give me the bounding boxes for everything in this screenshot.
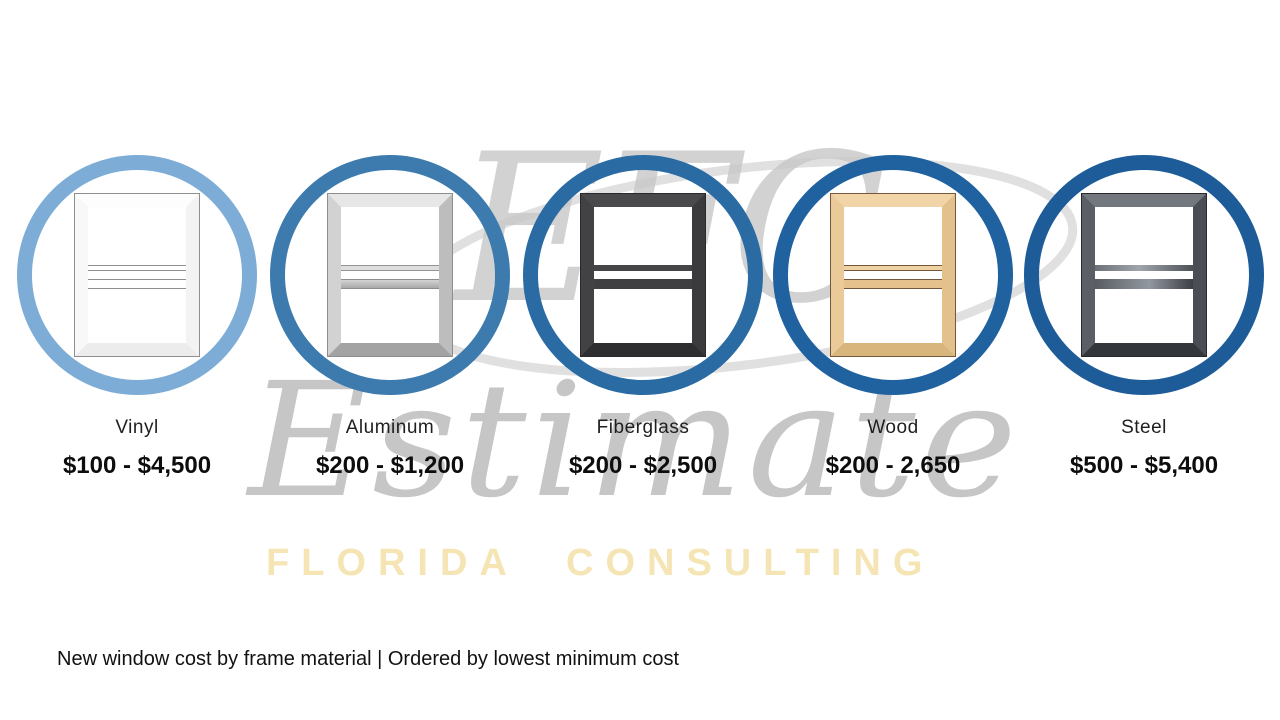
window-sash-rail: [1095, 279, 1193, 289]
material-item-vinyl: Vinyl $100 - $4,500: [11, 155, 263, 480]
window-rail-gap: [341, 271, 439, 279]
material-circle-badge: [523, 155, 763, 395]
material-label: Vinyl: [115, 417, 159, 438]
window-meeting-rail: [1095, 265, 1193, 271]
material-price-range: $100 - $4,500: [62, 452, 212, 479]
window-meeting-rail: [341, 265, 439, 271]
window-sash-rail: [844, 279, 942, 289]
window-rail-gap: [594, 271, 692, 279]
material-label: Aluminum: [345, 417, 435, 438]
window-sash-rail: [594, 279, 692, 289]
material-circle-badge: [270, 155, 510, 395]
material-price-range: $500 - $5,400: [1069, 452, 1219, 479]
material-item-wood: Wood $200 - 2,650: [767, 155, 1019, 480]
window-upper-pane: [844, 207, 942, 265]
material-price-range: $200 - 2,650: [825, 452, 961, 479]
window-upper-pane: [1095, 207, 1193, 265]
window-sash-rail: [341, 279, 439, 289]
window-lower-pane: [844, 289, 942, 343]
window-frame-icon: [831, 194, 955, 356]
window-upper-pane: [341, 207, 439, 265]
window-frame-icon: [75, 194, 199, 356]
material-label: Steel: [1121, 417, 1167, 438]
window-rail-gap: [844, 271, 942, 279]
window-upper-pane: [594, 207, 692, 265]
window-rail-gap: [88, 271, 186, 279]
window-sash-rail: [88, 279, 186, 289]
window-frame-icon: [581, 194, 705, 356]
window-frame-icon: [1082, 194, 1206, 356]
material-item-steel: Steel $500 - $5,400: [1018, 155, 1270, 480]
watermark-florida-consulting: FLORIDA CONSULTING: [266, 542, 935, 584]
window-frame-icon: [328, 194, 452, 356]
window-lower-pane: [594, 289, 692, 343]
material-price-range: $200 - $2,500: [568, 452, 718, 479]
material-label: Fiberglass: [596, 417, 690, 438]
material-circle-badge: [17, 155, 257, 395]
chart-caption: New window cost by frame material | Orde…: [57, 648, 680, 670]
material-price-range: $200 - $1,200: [315, 452, 465, 479]
window-rail-gap: [1095, 271, 1193, 279]
material-item-fiberglass: Fiberglass $200 - $2,500: [517, 155, 769, 480]
window-lower-pane: [341, 289, 439, 343]
window-lower-pane: [88, 289, 186, 343]
material-circle-badge: [1024, 155, 1264, 395]
window-lower-pane: [1095, 289, 1193, 343]
window-upper-pane: [88, 207, 186, 265]
window-meeting-rail: [88, 265, 186, 271]
material-circle-badge: [773, 155, 1013, 395]
material-item-aluminum: Aluminum $200 - $1,200: [264, 155, 516, 480]
material-label: Wood: [867, 417, 919, 438]
